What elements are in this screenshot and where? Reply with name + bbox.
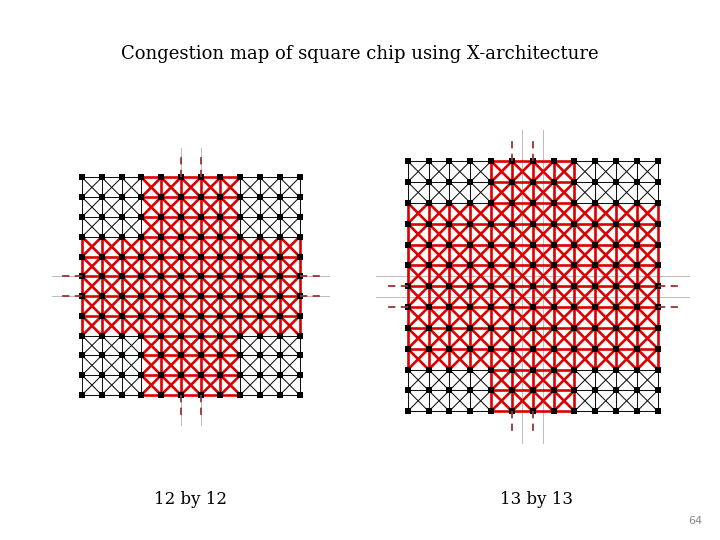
Text: 12 by 12: 12 by 12 xyxy=(154,491,228,508)
Text: 13 by 13: 13 by 13 xyxy=(500,491,573,508)
Text: Congestion map of square chip using X-architecture: Congestion map of square chip using X-ar… xyxy=(121,45,599,63)
Text: 64: 64 xyxy=(688,516,702,526)
